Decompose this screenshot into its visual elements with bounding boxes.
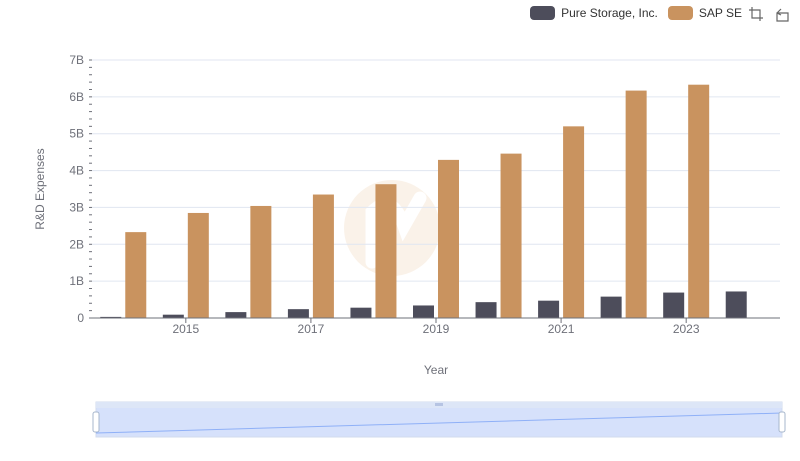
zoom-slider-preview-line — [95, 412, 783, 434]
y-tick-label: 2B — [69, 237, 84, 251]
bar-pure-storage-2017 — [287, 309, 309, 318]
zoom-slider-top-bar — [96, 402, 782, 408]
bar-sap-2015 — [187, 212, 209, 318]
x-axis-label: Year — [424, 363, 448, 377]
legend-item-sap[interactable]: SAP SE — [667, 6, 742, 20]
watermark-logo — [344, 180, 440, 276]
zoom-slider-right-handle[interactable] — [778, 411, 786, 433]
x-tick-label: 2017 — [298, 322, 325, 336]
x-tick-label: 2023 — [673, 322, 700, 336]
data-zoom-icon[interactable] — [748, 6, 764, 22]
x-tick-label: 2021 — [548, 322, 575, 336]
bar-sap-2019 — [438, 159, 459, 318]
legend-label-sap: SAP SE — [698, 6, 742, 20]
bar-pure-storage-2022 — [600, 296, 622, 318]
bar-sap-2016 — [250, 205, 272, 318]
y-tick-label: 6B — [69, 90, 84, 104]
y-tick-label: 3B — [69, 200, 84, 214]
y-tick-label: 1B — [69, 274, 84, 288]
legend-swatch-pure-storage — [530, 6, 556, 20]
bar-sap-2014 — [125, 232, 147, 318]
bar-pure-storage-2014 — [100, 316, 122, 318]
y-tick-label: 0 — [77, 311, 84, 325]
zoom-slider-track — [95, 401, 783, 438]
chart-toolbar — [748, 6, 790, 22]
bar-pure-storage-2023 — [663, 292, 685, 318]
watermark-mark — [365, 191, 427, 269]
legend-swatch-sap — [667, 6, 693, 20]
bar-sap-2021 — [563, 126, 585, 318]
data-zoom-reset-icon[interactable] — [774, 6, 790, 22]
bar-pure-storage-2021 — [538, 300, 560, 318]
legend-item-pure-storage[interactable]: Pure Storage, Inc. — [530, 6, 658, 20]
bar-sap-2022 — [625, 90, 647, 318]
x-tick-label: 2015 — [172, 322, 199, 336]
bar-sap-2017 — [312, 194, 334, 318]
y-tick-label: 7B — [69, 53, 84, 67]
zoom-slider-left-handle[interactable] — [92, 411, 100, 433]
bar-pure-storage-2024 — [725, 291, 747, 318]
zoom-slider-move-handle — [435, 403, 443, 406]
y-axis-label: R&D Expenses — [33, 148, 47, 229]
legend-label-pure-storage: Pure Storage, Inc. — [561, 6, 658, 20]
y-tick-label: 4B — [69, 164, 84, 178]
y-tick-label: 5B — [69, 127, 84, 141]
bar-pure-storage-2018 — [350, 307, 372, 318]
x-tick-label: 2019 — [423, 322, 450, 336]
bar-pure-storage-2019 — [413, 305, 434, 318]
legend: Pure Storage, Inc. SAP SE — [530, 4, 742, 22]
bar-sap-2020 — [500, 153, 522, 318]
bar-sap-2018 — [375, 184, 397, 318]
bar-pure-storage-2020 — [475, 302, 497, 318]
bar-pure-storage-2016 — [225, 312, 247, 318]
bar-pure-storage-2015 — [162, 314, 184, 318]
bar-sap-2023 — [688, 84, 710, 319]
watermark-circle — [344, 180, 440, 276]
